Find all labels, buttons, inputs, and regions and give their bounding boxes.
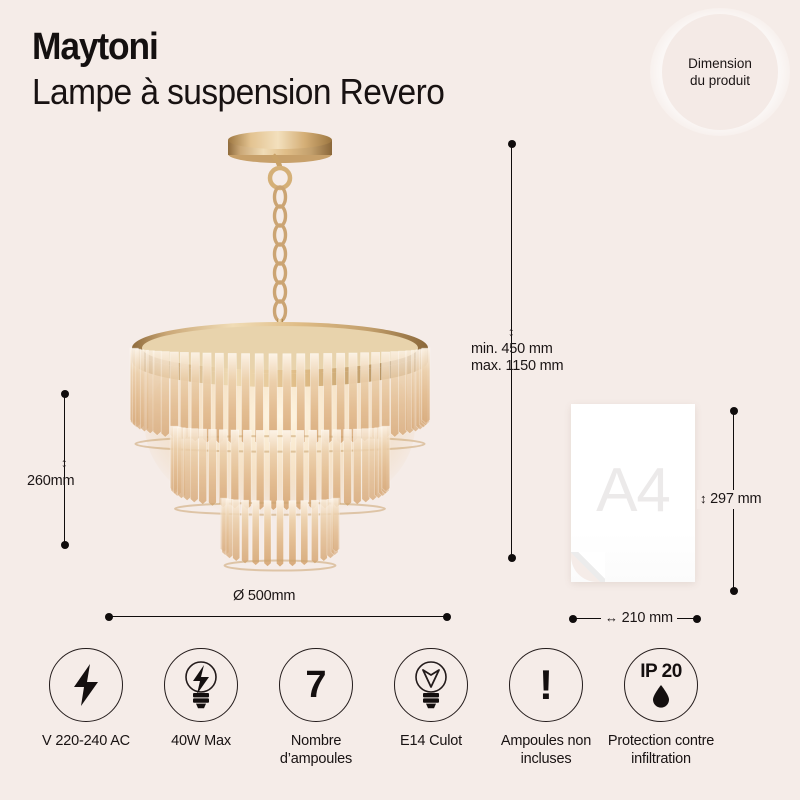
- bulb-power-icon: [164, 648, 238, 722]
- feature-bulbs-not-included: ! Ampoules non incluses: [482, 648, 610, 768]
- drop-height-arrow: ↕: [508, 324, 515, 339]
- bulbs-caption-1: Ampoules non: [500, 733, 592, 749]
- ip20-droplet-icon: IP 20: [624, 648, 698, 722]
- feature-socket-caption: E14 Culot: [400, 733, 462, 749]
- bulb-count-caption-1: Nombre: [290, 733, 342, 749]
- diameter-dot-left: [105, 613, 113, 621]
- e14-socket-icon: [394, 648, 468, 722]
- feature-wattage: 40W Max: [137, 648, 265, 751]
- fixture-height-dot-top: [61, 390, 69, 398]
- a4-width-dot-left: [569, 615, 577, 623]
- fixture-height-line: [64, 396, 66, 544]
- feature-voltage-caption: V 220-240 AC: [42, 733, 130, 749]
- badge-line-1: Dimension: [688, 56, 752, 71]
- feature-voltage: V 220-240 AC: [22, 648, 150, 751]
- a4-height-arrow: ↕: [700, 491, 707, 506]
- a4-sheet-label: A4: [596, 456, 671, 525]
- a4-curled-corner: [571, 552, 605, 582]
- bulb-bolt-glyph: [185, 661, 217, 709]
- a4-height-value: 297 mm: [710, 491, 762, 507]
- a4-height-dot-top: [730, 407, 738, 415]
- a4-width-dot-right: [693, 615, 701, 623]
- ip-caption-2: infiltration: [631, 750, 691, 767]
- exclamation-icon: !: [509, 648, 583, 722]
- feature-ip-rating: IP 20 Protection contre infiltration: [597, 648, 725, 768]
- feature-icon-row: V 220-240 AC 40W Max 7 Nombre d’ampoules: [0, 648, 800, 798]
- badge-circle: Dimension du produit: [662, 14, 778, 130]
- exclamation-value: !: [539, 661, 553, 708]
- bulb-count-caption-2: d’ampoules: [279, 750, 353, 767]
- diameter-label: Ø 500mm: [233, 588, 296, 604]
- a4-width-value: 210 mm: [621, 610, 673, 626]
- a4-height-label: ↕ 297 mm: [697, 490, 765, 509]
- droplet-glyph: [653, 685, 669, 708]
- lightning-bolt-icon: [49, 648, 123, 722]
- bulb-count-icon: 7: [279, 648, 353, 722]
- feature-bulb-count-caption: Nombre d’ampoules: [252, 733, 380, 768]
- feature-ip-caption: Protection contre infiltration: [597, 733, 725, 768]
- bulbs-caption-2: incluses: [520, 750, 572, 767]
- dimension-badge: Dimension du produit: [650, 8, 790, 136]
- drop-height-line: [511, 146, 513, 558]
- feature-bulb-count: 7 Nombre d’ampoules: [252, 648, 380, 768]
- a4-width-label: ↔ 210 mm: [601, 610, 677, 627]
- fixture-height-label: 260mm: [27, 473, 75, 489]
- diameter-dot-right: [443, 613, 451, 621]
- product-image-chandelier: [95, 126, 465, 586]
- drop-height-max-label: max. 1150 mm: [471, 358, 564, 374]
- feature-socket: E14 Culot: [367, 648, 495, 751]
- bulb-count-value: 7: [305, 664, 327, 706]
- drop-height-min-label: min. 450 mm: [471, 341, 553, 357]
- bolt-glyph: [74, 664, 98, 706]
- badge-text: Dimension du produit: [688, 55, 752, 89]
- ip20-value: IP 20: [640, 661, 682, 682]
- fixture-height-arrow: ↕: [61, 455, 68, 470]
- e14-bulb-glyph: [415, 661, 447, 709]
- feature-bulbs-caption: Ampoules non incluses: [482, 733, 610, 768]
- feature-wattage-caption: 40W Max: [171, 733, 231, 749]
- a4-width-arrow: ↔: [605, 610, 618, 625]
- a4-reference-sheet: A4: [571, 404, 695, 582]
- brand-name: Maytoni: [32, 26, 159, 68]
- diameter-line: [110, 616, 448, 618]
- drop-height-dot-bottom: [508, 554, 516, 562]
- a4-height-dot-bottom: [730, 587, 738, 595]
- badge-line-2: du produit: [689, 73, 751, 88]
- drop-height-dot-top: [508, 140, 516, 148]
- chandelier-svg: [129, 131, 431, 572]
- fixture-height-dot-bottom: [61, 541, 69, 549]
- page-title: Lampe à suspension Revero: [32, 71, 445, 112]
- ip-caption-1: Protection contre: [607, 733, 715, 749]
